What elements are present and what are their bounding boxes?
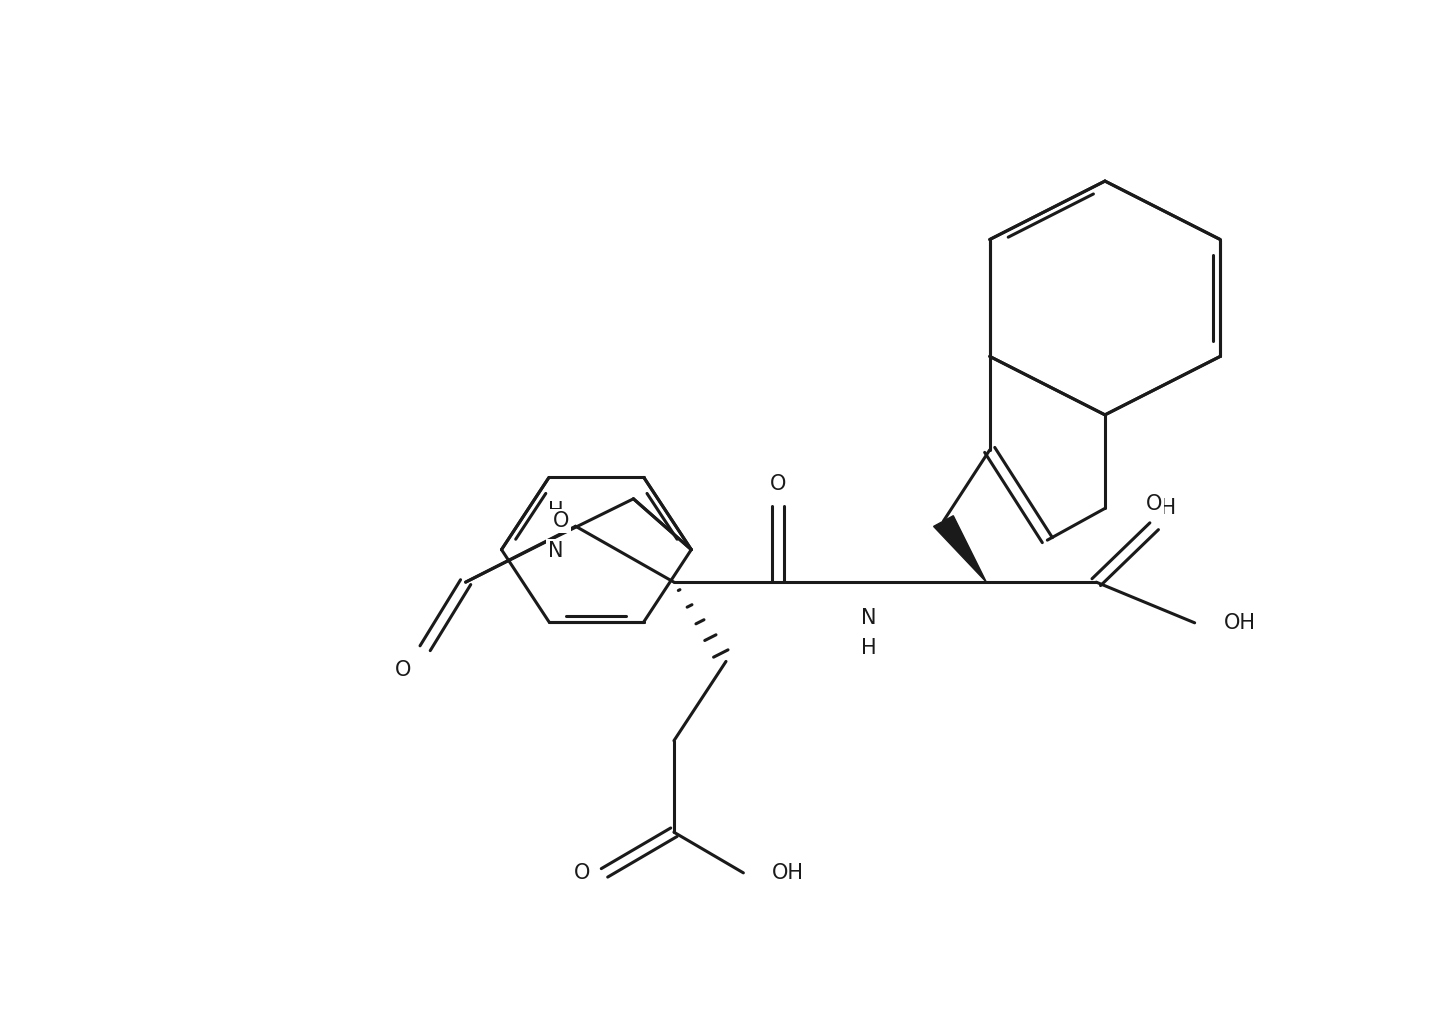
Text: OH: OH [1224, 613, 1256, 633]
Text: O: O [1146, 494, 1163, 514]
Text: O: O [574, 863, 591, 883]
Text: O: O [552, 511, 569, 531]
Text: N: N [861, 607, 877, 628]
Text: O: O [395, 660, 411, 681]
Text: N: N [549, 542, 563, 561]
Text: O: O [770, 474, 787, 494]
Text: OH: OH [772, 863, 804, 883]
Text: H: H [549, 501, 563, 521]
Polygon shape [934, 516, 986, 583]
Text: NH: NH [1146, 499, 1176, 518]
Text: H: H [861, 638, 877, 658]
